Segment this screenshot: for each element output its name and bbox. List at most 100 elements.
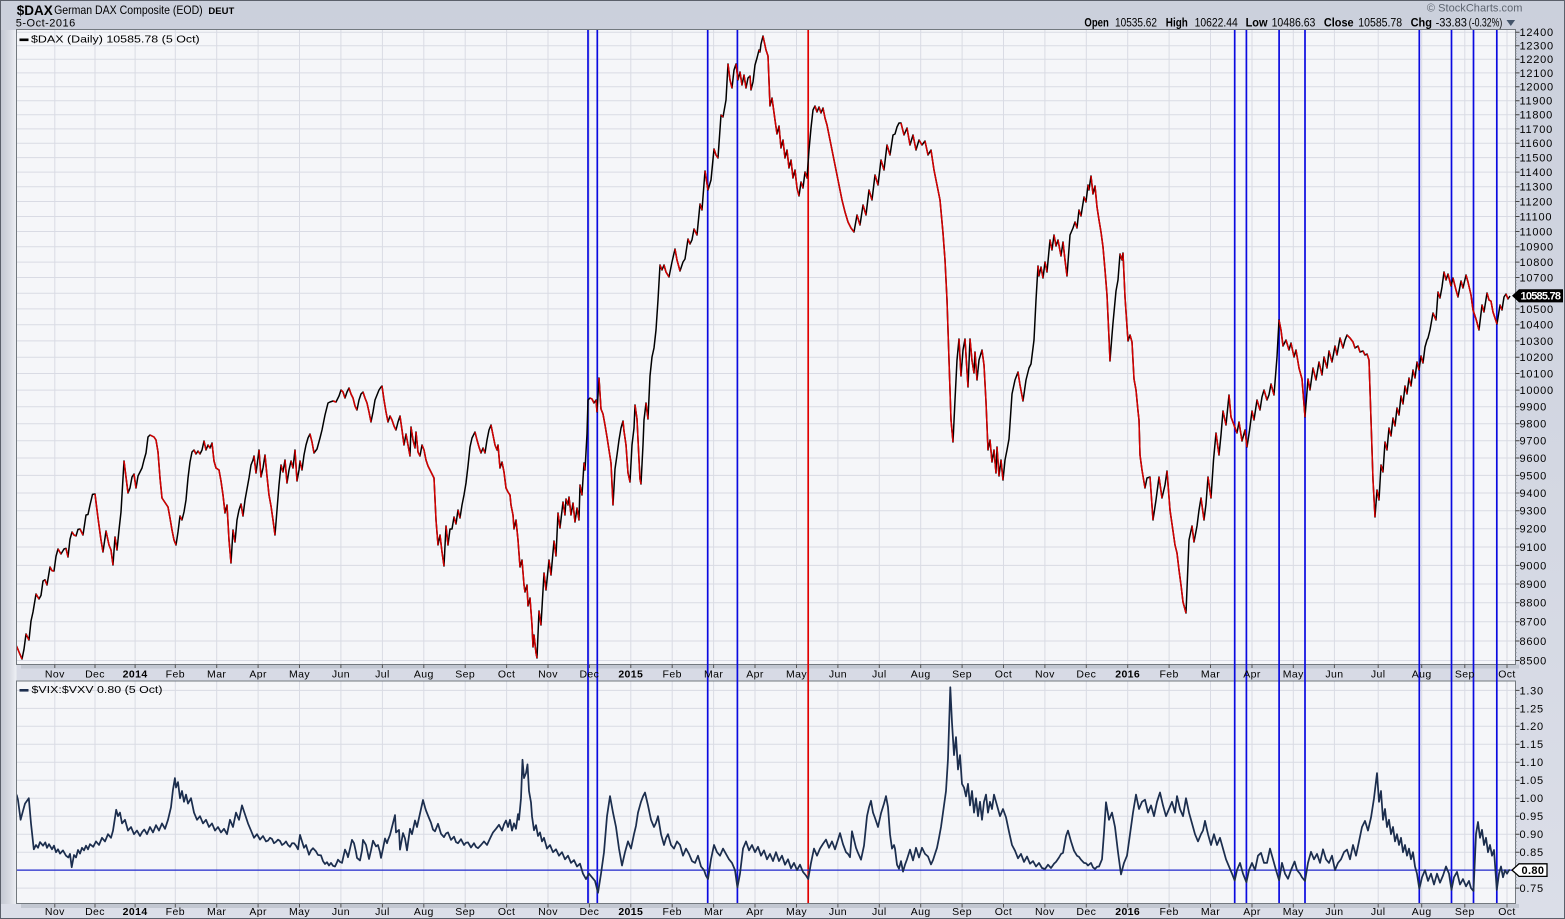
svg-text:May: May: [786, 668, 807, 680]
svg-text:10585.78: 10585.78: [1358, 15, 1402, 29]
svg-text:Jul: Jul: [872, 906, 887, 918]
svg-text:Jun: Jun: [332, 906, 350, 918]
svg-text:Nov: Nov: [1035, 668, 1055, 680]
svg-text:2015: 2015: [618, 906, 643, 918]
svg-text:9000: 9000: [1520, 560, 1547, 572]
svg-text:Apr: Apr: [746, 906, 764, 918]
svg-text:10622.44: 10622.44: [1195, 15, 1238, 29]
svg-text:Aug: Aug: [911, 668, 931, 680]
svg-text:Apr: Apr: [249, 668, 267, 680]
svg-text:Mar: Mar: [1201, 668, 1220, 680]
svg-text:Nov: Nov: [45, 668, 65, 680]
svg-text:11200: 11200: [1520, 196, 1554, 208]
svg-text:May: May: [1283, 906, 1304, 918]
svg-text:Jul: Jul: [375, 906, 390, 918]
svg-text:1.30: 1.30: [1520, 685, 1544, 697]
svg-text:9100: 9100: [1520, 542, 1547, 554]
svg-text:1.10: 1.10: [1520, 757, 1544, 769]
svg-text:2016: 2016: [1115, 906, 1140, 918]
svg-text:0.75: 0.75: [1520, 883, 1544, 895]
svg-text:Oct: Oct: [995, 668, 1013, 680]
svg-text:10900: 10900: [1520, 242, 1554, 254]
svg-text:11900: 11900: [1520, 96, 1554, 108]
svg-text:High: High: [1166, 15, 1188, 29]
svg-text:9300: 9300: [1520, 506, 1547, 518]
svg-text:9200: 9200: [1520, 524, 1547, 536]
svg-text:May: May: [1283, 668, 1304, 680]
svg-text:Feb: Feb: [663, 668, 682, 680]
svg-text:Mar: Mar: [207, 906, 226, 918]
svg-text:$DAX: $DAX: [17, 3, 53, 18]
svg-text:Jun: Jun: [1325, 906, 1343, 918]
svg-text:Jun: Jun: [332, 668, 350, 680]
svg-text:10486.63: 10486.63: [1272, 15, 1316, 29]
svg-text:0.85: 0.85: [1520, 847, 1544, 859]
svg-text:Dec: Dec: [85, 668, 105, 680]
svg-text:Oct: Oct: [498, 906, 516, 918]
svg-text:May: May: [289, 906, 310, 918]
svg-text:Jul: Jul: [1371, 906, 1386, 918]
svg-text:2014: 2014: [123, 668, 148, 680]
svg-text:Feb: Feb: [166, 906, 185, 918]
svg-text:Mar: Mar: [704, 668, 723, 680]
svg-text:© StockCharts.com: © StockCharts.com: [1427, 3, 1523, 15]
svg-text:Chg: Chg: [1411, 15, 1432, 29]
svg-text:Aug: Aug: [1412, 668, 1432, 680]
svg-text:10800: 10800: [1520, 257, 1554, 269]
svg-text:Dec: Dec: [85, 906, 105, 918]
svg-text:10585.78: 10585.78: [1521, 291, 1562, 303]
svg-text:Sep: Sep: [1455, 668, 1475, 680]
svg-text:Low: Low: [1246, 15, 1269, 29]
svg-text:10500: 10500: [1520, 304, 1554, 316]
svg-text:Oct: Oct: [498, 668, 516, 680]
svg-text:12000: 12000: [1520, 82, 1554, 94]
svg-text:Dec: Dec: [579, 668, 599, 680]
svg-text:Mar: Mar: [1201, 906, 1220, 918]
svg-text:Mar: Mar: [207, 668, 226, 680]
svg-text:10000: 10000: [1520, 385, 1554, 397]
svg-text:9800: 9800: [1520, 419, 1547, 431]
svg-text:Feb: Feb: [166, 668, 185, 680]
svg-text:10100: 10100: [1520, 368, 1554, 380]
svg-text:Dec: Dec: [1076, 906, 1096, 918]
svg-text:12200: 12200: [1520, 54, 1554, 66]
svg-text:11500: 11500: [1520, 153, 1554, 165]
svg-text:Nov: Nov: [538, 668, 558, 680]
svg-text:2014: 2014: [123, 906, 148, 918]
svg-text:Close: Close: [1324, 15, 1354, 29]
svg-text:-33.83: -33.83: [1436, 15, 1468, 29]
svg-text:Feb: Feb: [1159, 668, 1178, 680]
svg-text:Oct: Oct: [1498, 668, 1516, 680]
svg-text:10400: 10400: [1520, 320, 1554, 332]
svg-text:Sep: Sep: [1455, 906, 1475, 918]
svg-text:10535.62: 10535.62: [1115, 15, 1157, 29]
svg-text:5-Oct-2016: 5-Oct-2016: [16, 18, 75, 30]
svg-text:11100: 11100: [1520, 211, 1553, 223]
svg-text:Apr: Apr: [746, 668, 764, 680]
svg-text:Sep: Sep: [455, 906, 475, 918]
svg-text:Jun: Jun: [829, 906, 847, 918]
svg-text:$DAX (Daily) 10585.78 (5 Oct): $DAX (Daily) 10585.78 (5 Oct): [31, 34, 200, 46]
svg-text:12400: 12400: [1520, 27, 1554, 39]
svg-text:9500: 9500: [1520, 470, 1547, 482]
svg-text:11700: 11700: [1520, 124, 1554, 136]
svg-text:$VIX:$VXV 0.80 (5 Oct): $VIX:$VXV 0.80 (5 Oct): [32, 684, 163, 696]
svg-text:8800: 8800: [1520, 598, 1547, 610]
svg-text:9700: 9700: [1520, 436, 1547, 448]
svg-text:DEUT: DEUT: [208, 6, 234, 17]
svg-text:Mar: Mar: [704, 906, 723, 918]
svg-text:Nov: Nov: [45, 906, 65, 918]
svg-text:11400: 11400: [1520, 167, 1554, 179]
svg-text:Aug: Aug: [1412, 906, 1432, 918]
svg-text:Apr: Apr: [1243, 668, 1261, 680]
svg-text:8600: 8600: [1520, 636, 1547, 648]
svg-text:11300: 11300: [1520, 182, 1554, 194]
svg-text:Jun: Jun: [1325, 668, 1343, 680]
svg-text:Apr: Apr: [1243, 906, 1261, 918]
svg-text:0.80: 0.80: [1522, 865, 1545, 877]
svg-text:Jun: Jun: [829, 668, 847, 680]
svg-text:9600: 9600: [1520, 453, 1547, 465]
svg-text:10300: 10300: [1520, 336, 1554, 348]
svg-text:0.90: 0.90: [1520, 829, 1544, 841]
svg-text:11800: 11800: [1520, 110, 1554, 122]
